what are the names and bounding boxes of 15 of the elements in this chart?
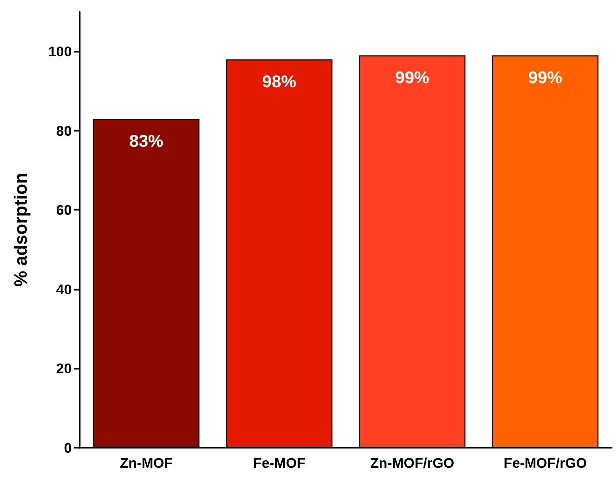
data-label: 99%	[528, 68, 563, 88]
y-tick-label: 40	[56, 281, 72, 298]
data-label: 99%	[395, 68, 430, 88]
y-tick-label: 80	[56, 122, 72, 139]
x-tick-label: Fe-MOF	[253, 455, 306, 471]
y-tick-label: 0	[64, 440, 72, 456]
data-label: 98%	[262, 72, 297, 92]
x-tick-label: Zn-MOF	[120, 455, 174, 471]
y-tick-label: 100	[48, 44, 72, 60]
y-tick-label: 60	[56, 202, 72, 218]
data-label: 83%	[129, 132, 164, 152]
x-tick-label: Zn-MOF/rGO	[370, 455, 455, 471]
x-tick-label: Fe-MOF/rGO	[504, 455, 588, 471]
y-tick-label: 20	[56, 360, 72, 377]
y-axis-title: % adsorption	[11, 172, 31, 288]
